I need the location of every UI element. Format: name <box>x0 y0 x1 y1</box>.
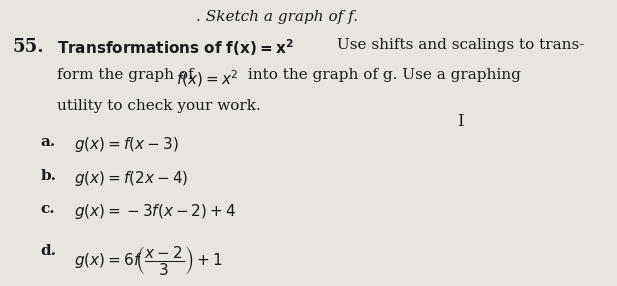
Text: $\mathbf{Transformations\ of\ }$$\mathbf{f(x) = x^2}$: $\mathbf{Transformations\ of\ }$$\mathbf… <box>57 38 294 58</box>
Text: $g(x) = f(x-3)$: $g(x) = f(x-3)$ <box>73 135 178 154</box>
Text: $g(x) = f(2x-4)$: $g(x) = f(2x-4)$ <box>73 169 188 188</box>
Text: c.: c. <box>40 202 55 216</box>
Text: b.: b. <box>40 169 56 183</box>
Text: utility to check your work.: utility to check your work. <box>57 99 261 113</box>
Text: form the graph of: form the graph of <box>57 68 199 82</box>
Text: . Sketch a graph of f.: . Sketch a graph of f. <box>196 10 358 24</box>
Text: d.: d. <box>40 244 56 258</box>
Text: Use shifts and scalings to trans-: Use shifts and scalings to trans- <box>332 38 584 52</box>
Text: 55.: 55. <box>12 38 44 56</box>
Text: into the graph of g. Use a graphing: into the graph of g. Use a graphing <box>243 68 521 82</box>
Text: $g(x) = -3f(x-2)+4$: $g(x) = -3f(x-2)+4$ <box>73 202 236 221</box>
Text: I: I <box>457 113 463 130</box>
Text: $f(x) = x^2$: $f(x) = x^2$ <box>176 68 239 89</box>
Text: a.: a. <box>40 135 56 149</box>
Text: $g(x) = 6f\!\left(\dfrac{x-2}{3}\right)+1$: $g(x) = 6f\!\left(\dfrac{x-2}{3}\right)+… <box>73 244 222 277</box>
